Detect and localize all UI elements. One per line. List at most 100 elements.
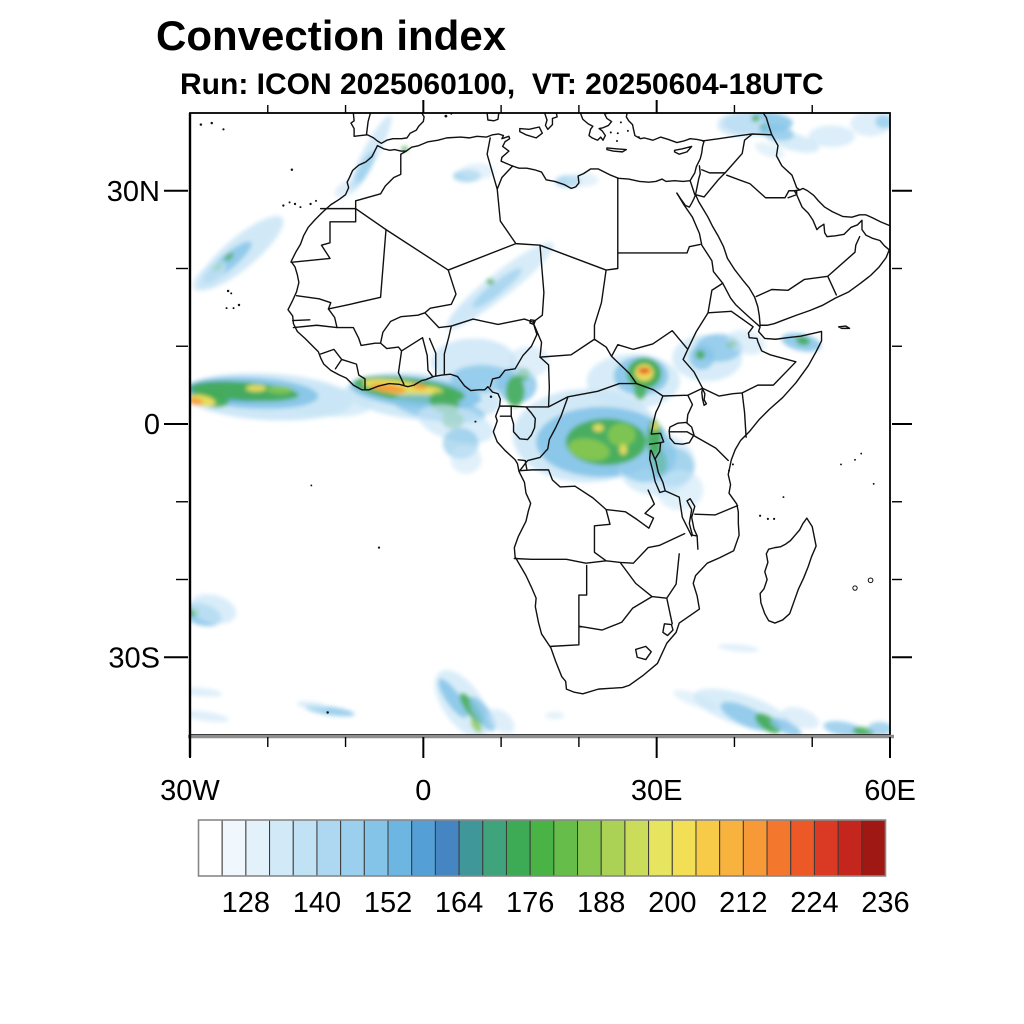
geography-layer: [199, 113, 890, 714]
colorbar-tick-label: 176: [506, 887, 554, 919]
colorbar-labels: 128 140 152 164 176 188 200 212 224 236: [222, 887, 910, 919]
coastline-crete: [607, 148, 626, 152]
convection-blob: [823, 721, 864, 735]
y-axis-tick-label: 0: [144, 409, 160, 441]
colorbar-tick-label: 224: [790, 887, 838, 919]
country-border: [690, 113, 860, 296]
page-title: Convection index: [156, 12, 507, 59]
coastline-greece: [580, 113, 611, 140]
convection-blob: [418, 404, 494, 444]
convection-blob: [770, 718, 802, 735]
lake-malawi: [687, 499, 697, 536]
convection-blob: [808, 125, 855, 148]
convection-blob: [460, 163, 495, 180]
convection-blob: [224, 252, 234, 261]
island-rings: [853, 578, 873, 590]
axis-ticks: [164, 100, 912, 758]
convection-blob: [619, 444, 628, 456]
coastline-africa: [288, 146, 822, 694]
coastline-madagascar: [760, 518, 816, 623]
colorbar-cell: [577, 819, 602, 877]
run-valid-time-subtitle: Run: ICON 2025060100, VT: 20250604-18UTC: [180, 68, 824, 101]
island-dots: [199, 113, 875, 714]
x-axis-tick-label: 60E: [864, 775, 916, 807]
x-axis-tick-label: 0: [415, 775, 431, 807]
convection-blob: [190, 710, 229, 722]
coastline-sicily: [520, 127, 543, 138]
country-border: [514, 470, 737, 646]
convection-blob: [755, 713, 781, 734]
colorbar-cell: [600, 819, 626, 877]
convection-blob: [487, 708, 515, 734]
x-axis-tick-label: 30E: [631, 775, 683, 807]
convection-blob: [411, 383, 428, 390]
convection-blob: [795, 336, 810, 346]
colorbar-tick-label: 200: [648, 887, 696, 919]
colorbar-cell: [529, 819, 555, 877]
country-border: [293, 270, 542, 390]
convection-blob: [190, 594, 237, 624]
convection-blob: [695, 350, 705, 360]
coastline-sardinia: [487, 113, 499, 121]
colorbar-cell: [387, 819, 413, 877]
convection-blob: [760, 124, 795, 141]
lake-turkana: [702, 389, 707, 405]
convection-blob: [592, 424, 604, 432]
convection-blob: [782, 706, 820, 729]
convection-blob: [450, 445, 482, 474]
country-border-lesotho: [636, 624, 673, 660]
convection-field: [190, 113, 890, 735]
convection-blob: [266, 385, 292, 394]
convection-blob: [470, 718, 482, 733]
colorbar-cell: [719, 819, 744, 877]
colorbar-tick-label: 236: [861, 887, 909, 919]
country-border: [500, 331, 688, 471]
convection-blob: [718, 644, 759, 652]
colorbar: [197, 819, 887, 877]
colorbar-cell: [340, 819, 365, 877]
axis-tick-labels: 30W 0 30E 60E 30N 0 30S: [107, 176, 916, 807]
convection-blob: [190, 397, 204, 406]
colorbar-cell: [198, 819, 223, 877]
convection-blob: [192, 261, 227, 292]
colorbar-cell: [813, 819, 839, 877]
colorbar-tick-label: 164: [435, 887, 483, 919]
convection-blob: [353, 150, 375, 188]
colorbar-tick-label: 188: [577, 887, 625, 919]
coastline-italy: [545, 113, 557, 129]
colorbar-tick-label: 152: [364, 887, 412, 919]
x-axis-tick-label: 30W: [160, 775, 220, 807]
colorbar-cell: [363, 819, 389, 877]
convection-blob: [545, 711, 565, 720]
colorbar-cell: [434, 819, 460, 877]
colorbar-cell: [269, 819, 294, 877]
colorbar-cell: [411, 819, 436, 877]
convection-blob: [190, 687, 222, 697]
colorbar-cell: [695, 819, 721, 877]
colorbar-cell: [245, 819, 271, 877]
colorbar-cell: [766, 819, 792, 877]
coastline-mediterranean: [377, 113, 704, 188]
convection-blob: [296, 701, 328, 710]
colorbar-cell: [671, 819, 697, 877]
colorbar-tick-label: 140: [293, 887, 341, 919]
colorbar-cell: [648, 819, 673, 877]
coastline-sinai: [677, 193, 696, 207]
country-border: [367, 113, 371, 134]
country-border: [650, 283, 796, 460]
convection-blob: [472, 268, 523, 308]
colorbar-outline: [197, 819, 887, 877]
lake-chad: [530, 320, 535, 325]
coastline-iberia: [351, 113, 424, 143]
y-axis-tick-label: 30S: [108, 642, 160, 674]
convection-blob: [334, 179, 360, 198]
convection-blob: [607, 423, 636, 447]
colorbar-tick-label: 128: [222, 887, 270, 919]
y-axis-tick-label: 30N: [107, 176, 160, 208]
convection-blob: [867, 721, 890, 735]
convection-blob: [727, 330, 766, 355]
convection-blob: [568, 438, 610, 461]
convection-blob: [245, 384, 267, 392]
